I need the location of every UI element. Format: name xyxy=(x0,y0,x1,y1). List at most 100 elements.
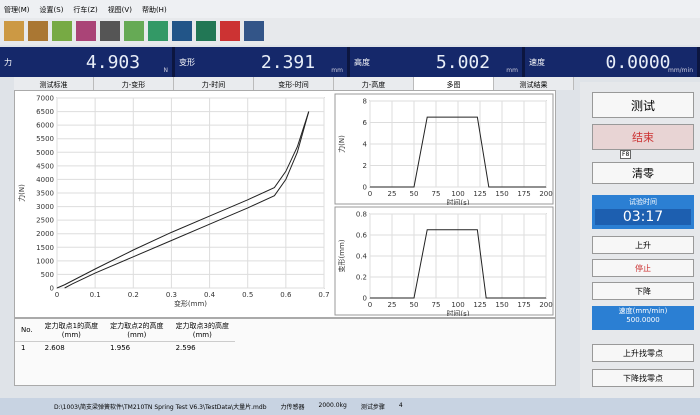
readout-label: 力 xyxy=(4,57,12,67)
y-tick-label: 1000 xyxy=(36,257,54,265)
y-tick-label: 7000 xyxy=(36,95,54,103)
tab[interactable]: 力-时间 xyxy=(174,77,254,90)
tool-icon[interactable] xyxy=(196,21,216,41)
readout-value: 5.002 xyxy=(435,51,491,73)
x-tick-label: 0.3 xyxy=(166,291,177,299)
x-tick-label: 150 xyxy=(495,190,508,198)
tool-icon[interactable] xyxy=(220,21,240,41)
y-tick-label: 0 xyxy=(50,285,54,293)
x-tick-label: 75 xyxy=(432,301,441,309)
data-line xyxy=(56,111,310,289)
readout-unit: mm xyxy=(331,67,343,74)
tool-icon[interactable] xyxy=(76,21,96,41)
status-item: 力传感器 xyxy=(280,404,305,411)
tool-icon[interactable] xyxy=(244,21,264,41)
y-tick-label: 8 xyxy=(363,98,367,106)
y-tick-label: 6000 xyxy=(36,122,54,130)
readout: 高度 5.002 mm xyxy=(350,47,525,77)
readout-value: 0.0000 xyxy=(605,51,671,73)
y-tick-label: 6500 xyxy=(36,108,54,116)
readout-bar: 力 4.903 N 变形 2.391 mm 高度 5.002 mm 速度 0.0000 mm/min xyxy=(0,47,700,77)
test-button[interactable]: 测试 xyxy=(592,92,694,118)
data-line xyxy=(64,111,310,289)
y-tick-label: 2 xyxy=(363,162,367,170)
y-tick-label: 3000 xyxy=(36,203,54,211)
x-tick-label: 0 xyxy=(368,301,372,309)
table-cell: 1 xyxy=(21,344,26,352)
menu-item[interactable]: 视图(V) xyxy=(107,6,132,14)
x-tick-label: 100 xyxy=(451,190,464,198)
x-tick-label: 0.4 xyxy=(204,291,216,299)
tool-icon[interactable] xyxy=(148,21,168,41)
status-item: 测试步骤 xyxy=(360,404,385,411)
down-button[interactable]: 下降 xyxy=(592,282,694,300)
timer: 试验时间 03:17 xyxy=(592,195,694,229)
x-axis-label: 时间(s) xyxy=(446,198,469,205)
result-table: No. 定力取点1的高度 (mm) 定力取点2的高度 (mm) 定力取点3的高度 (mm) 1… xyxy=(14,318,556,386)
menu-item[interactable]: 管理(M) xyxy=(4,6,30,14)
header-unit: (mm) xyxy=(192,331,212,339)
control-panel: 测试 结束 F8 清零 试验时间 03:17 上升 停止 下降 速度(mm/min… xyxy=(580,82,700,398)
header-label: 定力取点1的高度 xyxy=(44,322,99,330)
header-label: 定力取点2的高度 xyxy=(110,322,164,330)
table-row: 1 2.608 1.956 2.596 xyxy=(15,342,235,355)
stop-button[interactable]: 停止 xyxy=(592,259,694,277)
tab[interactable]: 测试标准 xyxy=(14,77,94,90)
tab[interactable]: 变形-时间 xyxy=(254,77,334,90)
readout: 速度 0.0000 mm/min xyxy=(525,47,700,77)
y-tick-label: 4500 xyxy=(36,162,54,170)
tool-icon[interactable] xyxy=(52,21,72,41)
x-tick-label: 25 xyxy=(388,301,397,309)
timer-value: 03:17 xyxy=(595,209,691,225)
header-label: No. xyxy=(21,326,33,334)
y-tick-label: 5500 xyxy=(36,135,54,143)
header-unit: (mm) xyxy=(127,331,147,339)
x-tick-label: 50 xyxy=(410,190,419,198)
tool-icon[interactable] xyxy=(124,21,144,41)
y-tick-label: 6 xyxy=(363,119,368,127)
status-item: 4 xyxy=(398,402,403,409)
x-tick-label: 50 xyxy=(410,301,419,309)
tab[interactable]: 多图 xyxy=(414,77,494,90)
x-tick-label: 0 xyxy=(368,190,372,198)
readout-label: 高度 xyxy=(354,57,370,67)
zero-button[interactable]: 清零 xyxy=(592,162,694,184)
x-tick-label: 200 xyxy=(539,301,552,309)
table-cell: 2.608 xyxy=(44,344,65,352)
header-label: 定力取点3的高度 xyxy=(175,322,230,330)
readout-value: 4.903 xyxy=(85,51,141,73)
x-tick-label: 125 xyxy=(473,190,486,198)
tool-icon[interactable] xyxy=(4,21,24,41)
toolbar xyxy=(0,18,700,45)
down-zero-button[interactable]: 下降找零点 xyxy=(592,369,694,387)
y-tick-label: 5000 xyxy=(36,149,54,157)
y-axis-label: 变形(mm) xyxy=(337,239,346,272)
readout: 变形 2.391 mm xyxy=(175,47,350,77)
x-tick-label: 75 xyxy=(432,190,441,198)
header-cell: No. xyxy=(15,319,39,342)
tab-bar: 测试标准 力-变形 力-时间 变形-时间 力-高度 多图 测试结果 xyxy=(14,77,574,90)
data-line xyxy=(370,116,546,188)
readout-label: 速度 xyxy=(529,57,545,67)
y-tick-label: 4 xyxy=(363,141,368,149)
up-zero-button[interactable]: 上升找零点 xyxy=(592,344,694,362)
header-cell: 定力取点3的高度 (mm) xyxy=(169,319,236,342)
menu-item[interactable]: 设置(S) xyxy=(39,6,64,14)
tool-icon[interactable] xyxy=(172,21,192,41)
y-tick-label: 0 xyxy=(363,295,367,303)
menu-item[interactable]: 帮助(H) xyxy=(141,6,167,14)
tab[interactable]: 力-变形 xyxy=(94,77,174,90)
x-tick-label: 125 xyxy=(473,301,486,309)
tab[interactable]: 测试结果 xyxy=(494,77,574,90)
speed-box: 速度(mm/min) 500.0000 xyxy=(592,306,694,330)
tool-icon[interactable] xyxy=(100,21,120,41)
menu-item[interactable]: 行车(Z) xyxy=(73,6,98,14)
tab[interactable]: 力-高度 xyxy=(334,77,414,90)
y-tick-label: 0.2 xyxy=(356,274,367,282)
end-button[interactable]: 结束 xyxy=(592,124,694,150)
readout-unit: mm/min xyxy=(667,67,693,74)
x-axis-label: 变形(mm) xyxy=(174,299,207,308)
up-button[interactable]: 上升 xyxy=(592,236,694,254)
speed-value[interactable]: 500.0000 xyxy=(626,316,660,324)
tool-icon[interactable] xyxy=(28,21,48,41)
